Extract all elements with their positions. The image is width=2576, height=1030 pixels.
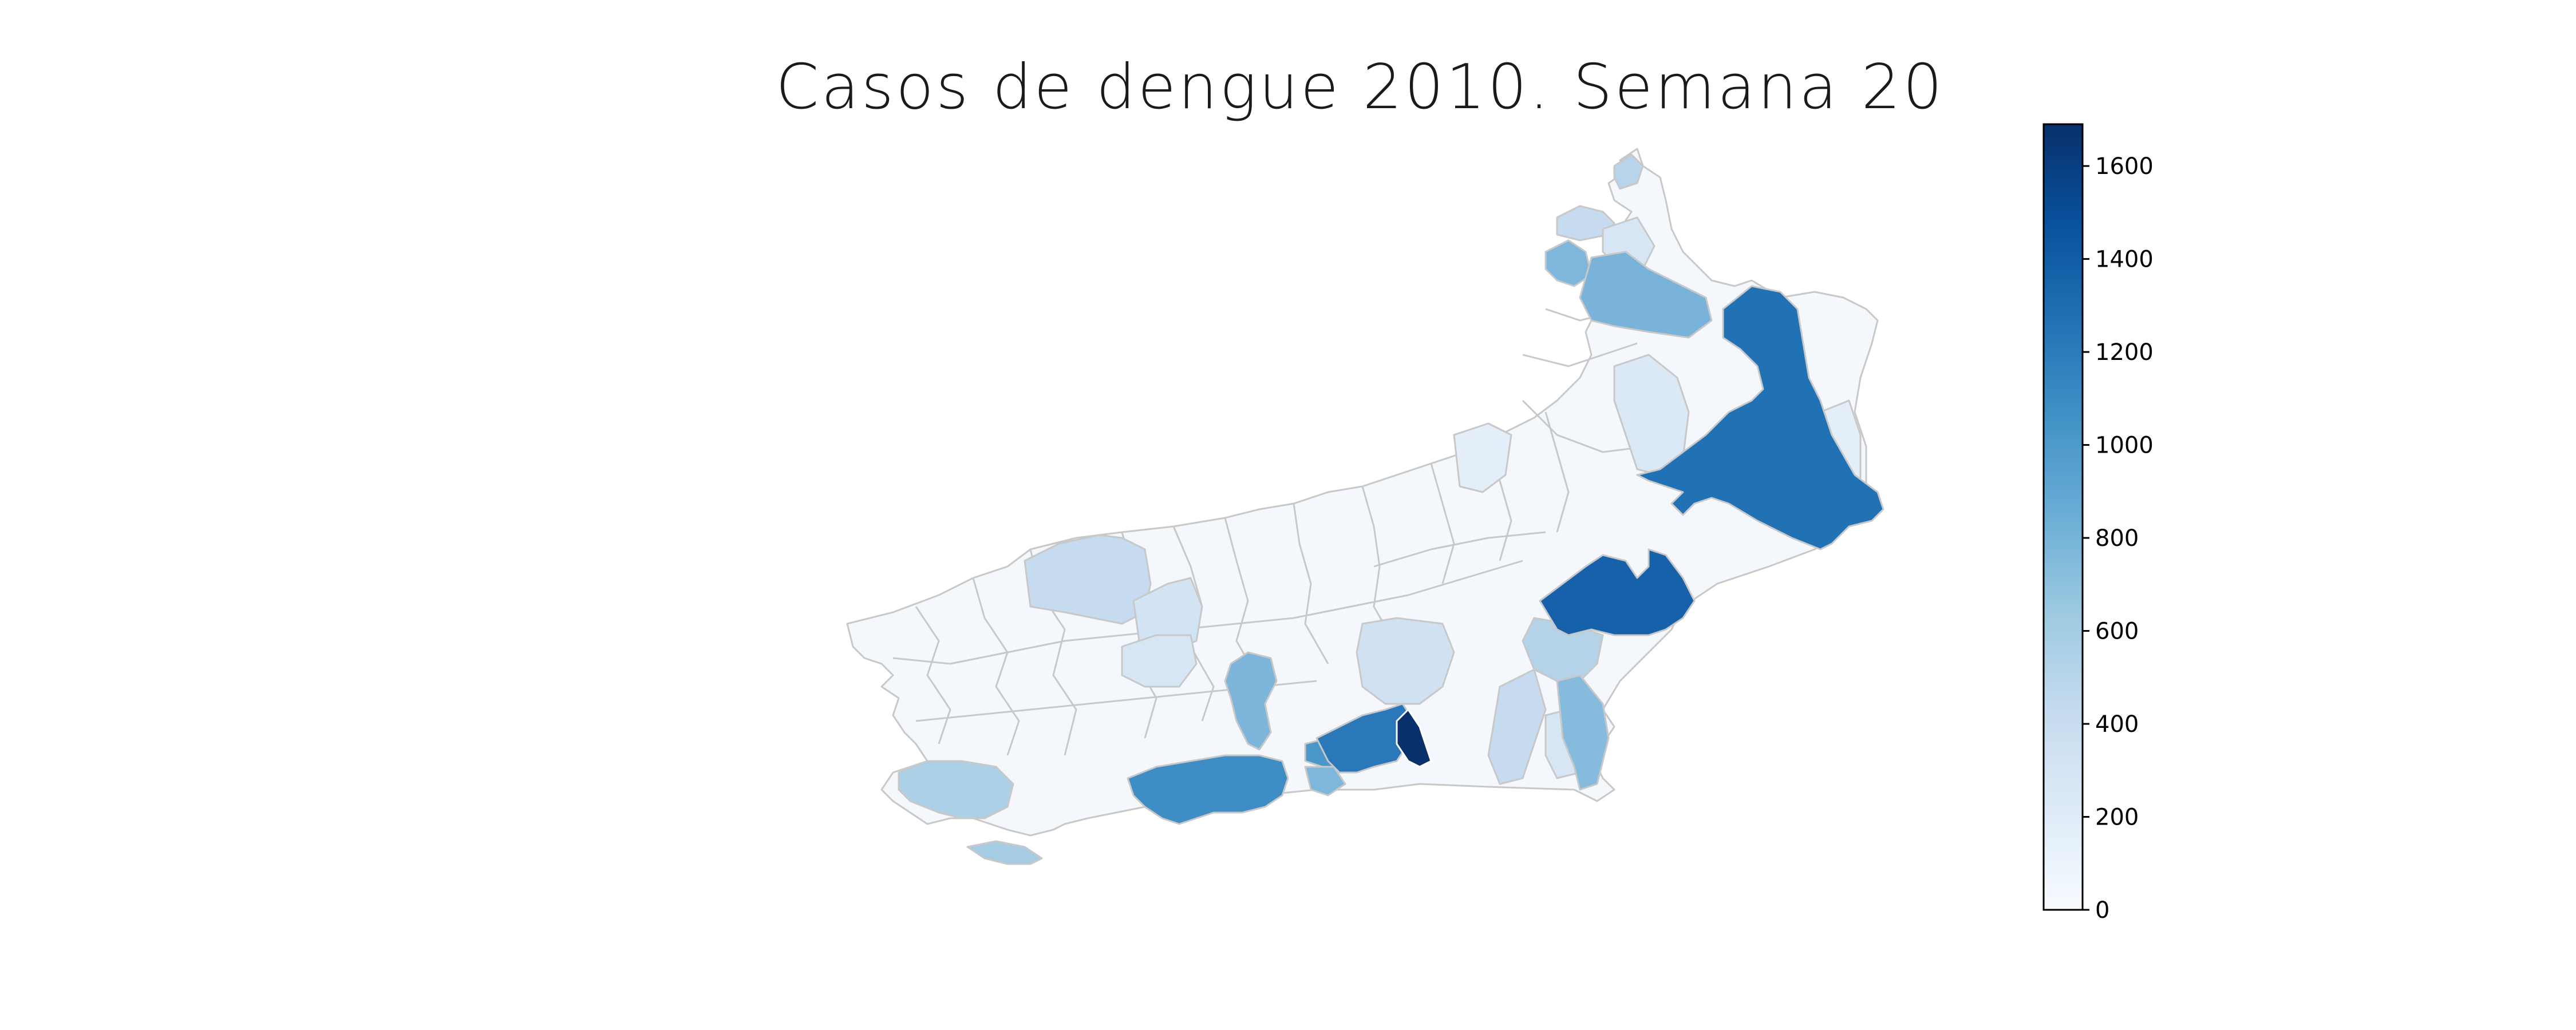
colorbar: 0 200 400 600 800 1000 1200 1400 1600 [2042,123,2154,924]
region-central-east [1539,548,1696,636]
region-south-e [1304,766,1346,797]
colorbar-tick-label: 1200 [2095,339,2154,366]
colorbar-ticks: 0 200 400 600 800 1000 1200 1400 1600 [2083,153,2154,924]
region-mid-a [1224,651,1278,751]
state-map [846,148,1884,865]
region-north-b [1579,251,1713,339]
region-north-a [1544,239,1593,287]
colorbar-tick-label: 1600 [2095,153,2154,180]
region-coast-a [1556,674,1610,791]
map-title: Casos de dengue 2010. Semana 20 [776,52,1945,123]
region-island [966,840,1043,865]
colorbar-tick-label: 1400 [2095,247,2154,273]
colorbar-tick-label: 0 [2095,897,2109,924]
region-north-d [1613,153,1644,190]
colorbar-tick-label: 400 [2095,711,2139,738]
region-ne-large [1636,285,1884,550]
colorbar-tick-label: 800 [2095,525,2139,552]
region-west-b [898,760,1014,819]
region-mid-c [1453,422,1512,493]
region-south-capital [1127,754,1289,825]
region-mid-b [1121,634,1198,688]
colorbar-gradient [2042,123,2084,911]
region-center-a [1356,617,1455,705]
region-hotspot-a [1396,708,1432,768]
colorbar-tick-label: 600 [2095,619,2139,645]
colorbar-tick-label: 200 [2095,805,2139,831]
region-south-c [1487,668,1547,785]
colorbar-tick-label: 1000 [2095,433,2154,459]
